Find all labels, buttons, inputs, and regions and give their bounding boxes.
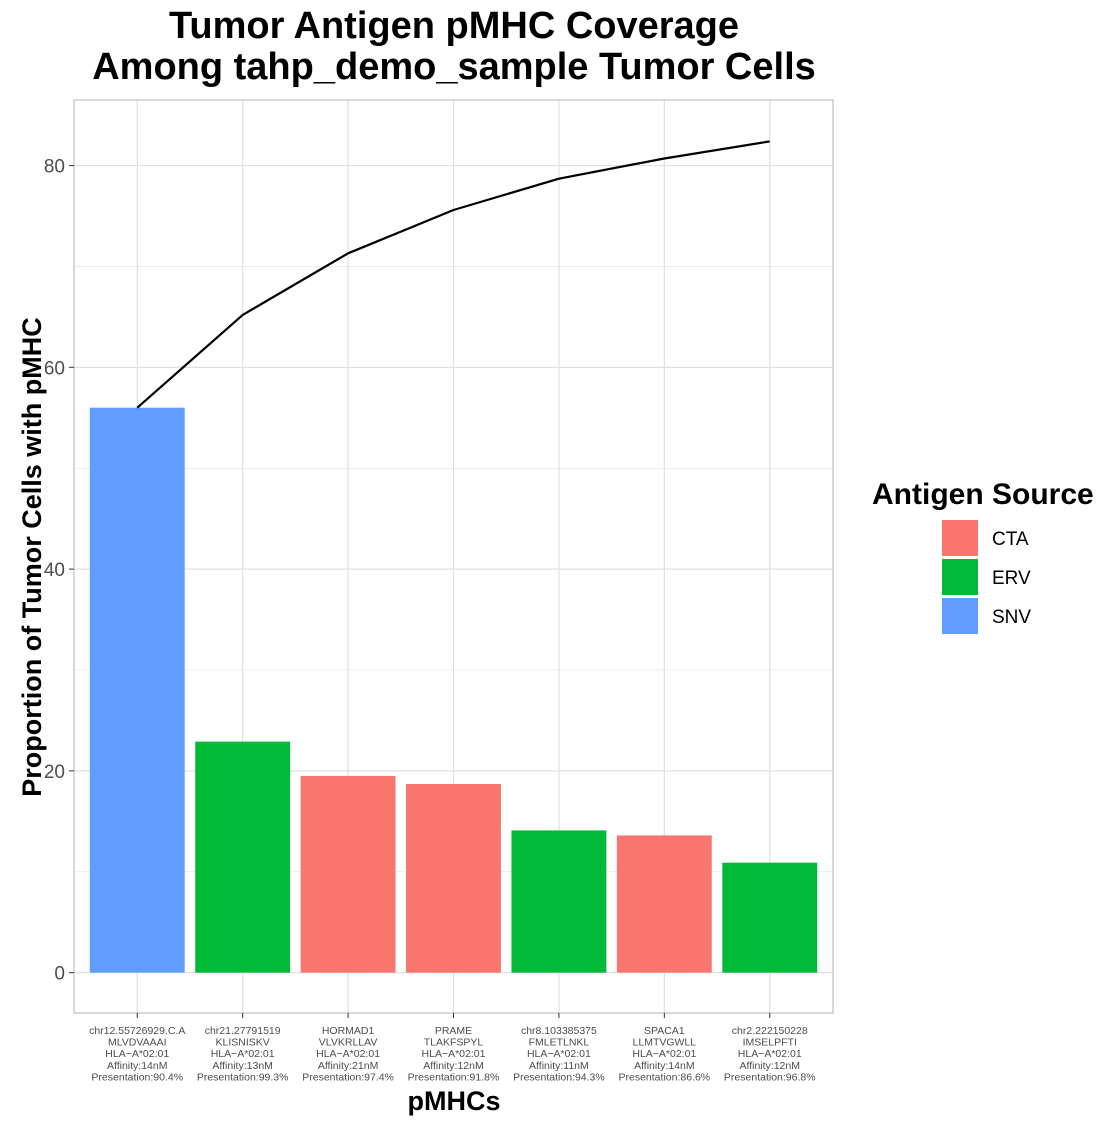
- x-tick-label-line: Affinity:21nM: [318, 1060, 379, 1072]
- chart-title-line-2: Among tahp_demo_sample Tumor Cells: [92, 46, 816, 88]
- y-tick-label: 40: [44, 560, 65, 581]
- x-tick-label-line: KLISNISKV: [216, 1037, 270, 1049]
- x-tick-label-line: chr12.55726929.C.A: [89, 1025, 185, 1037]
- x-tick-label-line: Presentation:86.6%: [619, 1071, 711, 1083]
- x-axis-label: pMHCs: [408, 1086, 501, 1116]
- x-tick-label-line: HLA−A*02:01: [422, 1048, 486, 1060]
- x-tick-label-line: Affinity:12nM: [423, 1060, 484, 1072]
- bars: [89, 407, 818, 973]
- x-tick-label-line: Presentation:94.3%: [513, 1071, 605, 1083]
- bar-3: [300, 775, 396, 973]
- bar-1: [89, 407, 185, 973]
- x-tick-label-line: TLAKFSPYL: [424, 1037, 484, 1049]
- legend-key-erv: [942, 559, 978, 595]
- bar-6: [616, 835, 712, 973]
- x-tick-label-line: Affinity:11nM: [529, 1060, 589, 1072]
- x-axis-ticks: chr12.55726929.C.AMLVDVAAAIHLA−A*02:01Af…: [89, 1013, 816, 1083]
- bar-7: [722, 862, 818, 973]
- x-tick-label-line: HLA−A*02:01: [632, 1048, 696, 1060]
- legend-label-cta: CTA: [992, 529, 1029, 550]
- legend-key-snv: [942, 598, 978, 634]
- x-tick-label-line: Presentation:90.4%: [91, 1071, 183, 1083]
- x-tick-label-1: chr12.55726929.C.AMLVDVAAAIHLA−A*02:01Af…: [89, 1025, 185, 1083]
- legend-key-cta: [942, 520, 978, 556]
- x-tick-label-5: chr8.103385375FMLETLNKLHLA−A*02:01Affini…: [513, 1025, 605, 1083]
- bar-2: [195, 741, 291, 973]
- y-tick-label: 20: [44, 762, 65, 783]
- x-tick-label-line: VLVKRLLAV: [319, 1037, 378, 1049]
- y-axis-label: Proportion of Tumor Cells with pMHC: [17, 317, 47, 796]
- cumulative-line: [136, 140, 770, 409]
- x-tick-label-line: Affinity:14nM: [634, 1060, 695, 1072]
- x-tick-label-line: chr2.222150228: [732, 1025, 808, 1037]
- legend-label-snv: SNV: [992, 607, 1031, 628]
- x-tick-label-line: Affinity:12nM: [739, 1060, 800, 1072]
- x-tick-label-line: chr21.27791519: [205, 1025, 281, 1037]
- y-tick-label: 0: [54, 964, 65, 985]
- x-tick-label-line: FMLETLNKL: [529, 1037, 590, 1049]
- chart-title-line-1: Tumor Antigen pMHC Coverage: [169, 5, 739, 47]
- x-tick-label-line: HLA−A*02:01: [738, 1048, 802, 1060]
- x-tick-label-line: MLVDVAAAI: [108, 1037, 167, 1049]
- legend: Antigen Source CTA ERV SNV: [872, 478, 1094, 634]
- bar-4: [406, 783, 501, 973]
- x-tick-label-6: SPACA1LLMTVGWLLHLA−A*02:01Affinity:14nMP…: [619, 1025, 711, 1083]
- x-tick-label-line: HLA−A*02:01: [211, 1048, 275, 1060]
- x-tick-label-line: LLMTVGWLL: [633, 1037, 697, 1049]
- x-tick-label-line: HORMAD1: [322, 1025, 375, 1037]
- x-tick-label-7: chr2.222150228IMSELPFTIHLA−A*02:01Affini…: [724, 1025, 816, 1083]
- x-tick-label-2: chr21.27791519KLISNISKVHLA−A*02:01Affini…: [197, 1025, 289, 1083]
- bar-5: [511, 830, 607, 973]
- legend-label-erv: ERV: [992, 568, 1031, 589]
- x-tick-label-line: HLA−A*02:01: [527, 1048, 591, 1060]
- y-tick-label: 60: [44, 358, 65, 379]
- x-tick-label-4: PRAMETLAKFSPYLHLA−A*02:01Affinity:12nMPr…: [408, 1025, 500, 1083]
- x-tick-label-3: HORMAD1VLVKRLLAVHLA−A*02:01Affinity:21nM…: [302, 1025, 394, 1083]
- x-tick-label-line: HLA−A*02:01: [316, 1048, 380, 1060]
- x-tick-label-line: Presentation:97.4%: [302, 1071, 394, 1083]
- x-tick-label-line: HLA−A*02:01: [105, 1048, 169, 1060]
- x-tick-label-line: Affinity:13nM: [212, 1060, 273, 1072]
- x-tick-label-line: Presentation:96.8%: [724, 1071, 816, 1083]
- x-tick-label-line: chr8.103385375: [521, 1025, 597, 1037]
- x-tick-label-line: IMSELPFTI: [743, 1037, 797, 1049]
- legend-title: Antigen Source: [872, 478, 1094, 511]
- x-tick-label-line: Presentation:99.3%: [197, 1071, 289, 1083]
- x-tick-label-line: Presentation:91.8%: [408, 1071, 500, 1083]
- x-tick-label-line: PRAME: [435, 1025, 472, 1037]
- x-tick-label-line: SPACA1: [644, 1025, 685, 1037]
- x-tick-label-line: Affinity:14nM: [107, 1060, 168, 1072]
- cumulative-line-group: [136, 140, 770, 409]
- y-axis-ticks: 0 20 40 60 80: [44, 157, 74, 985]
- y-tick-label: 80: [44, 157, 65, 178]
